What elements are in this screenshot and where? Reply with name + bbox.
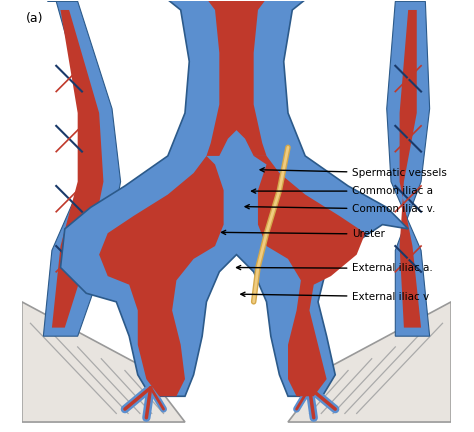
Text: Spermatic vessels: Spermatic vessels	[260, 168, 447, 178]
Text: (a): (a)	[26, 12, 44, 25]
Polygon shape	[61, 0, 408, 396]
Polygon shape	[43, 1, 120, 336]
Text: Common iliac a: Common iliac a	[252, 186, 433, 196]
Polygon shape	[400, 10, 421, 327]
Text: External iliac a.: External iliac a.	[237, 264, 433, 273]
Text: External iliac v: External iliac v	[241, 292, 429, 302]
Polygon shape	[22, 302, 185, 422]
Polygon shape	[254, 156, 365, 396]
Polygon shape	[202, 0, 271, 156]
Polygon shape	[52, 10, 103, 327]
Text: Ureter: Ureter	[221, 229, 385, 239]
Polygon shape	[387, 1, 429, 336]
Text: Common iliac v.: Common iliac v.	[245, 204, 436, 214]
Polygon shape	[288, 302, 451, 422]
Polygon shape	[99, 156, 224, 396]
